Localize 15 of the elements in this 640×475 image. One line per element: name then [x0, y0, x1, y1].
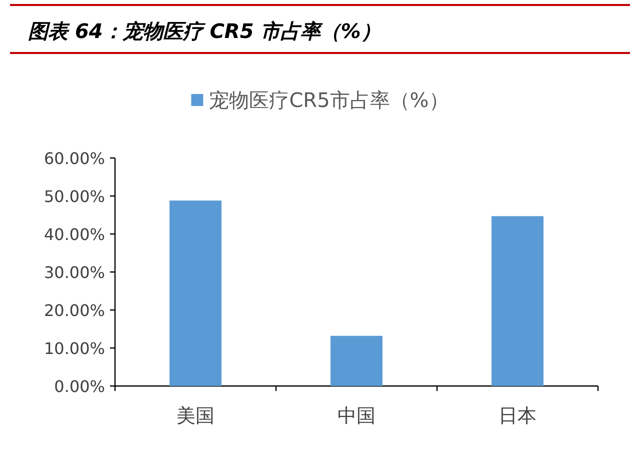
bar — [492, 216, 544, 386]
bar — [170, 200, 222, 386]
x-tick-label: 中国 — [338, 405, 376, 427]
y-tick-label: 60.00% — [44, 149, 105, 168]
x-tick-label: 日本 — [498, 405, 536, 427]
legend-label: 宠物医疗CR5市占率（%） — [209, 88, 449, 112]
y-tick-label: 10.00% — [44, 339, 105, 358]
chart-title: 图表 64：宠物医疗 CR5 市占率（%） — [28, 19, 381, 43]
y-tick-label: 30.00% — [44, 263, 105, 282]
y-tick-label: 50.00% — [44, 187, 105, 206]
bar — [330, 336, 382, 386]
y-tick-label: 20.00% — [44, 301, 105, 320]
x-tick-label: 美国 — [176, 405, 214, 427]
y-tick-label: 0.00% — [54, 377, 105, 396]
y-tick-label: 40.00% — [44, 225, 105, 244]
